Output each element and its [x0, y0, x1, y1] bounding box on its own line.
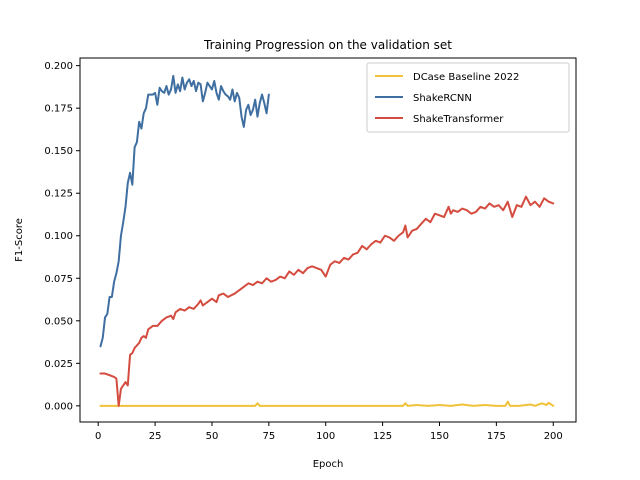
y-axis-label: F1-Score [14, 218, 25, 262]
y-tick-label: 0.150 [44, 146, 73, 157]
y-axis: 0.000 0.025 0.050 0.075 0.100 0.125 0.150 0.175… [44, 61, 80, 412]
x-tick-label: 200 [544, 431, 563, 442]
x-axis: 0 25 50 75 100 125 150 175 200 [95, 422, 563, 442]
x-tick-label: 50 [206, 431, 219, 442]
y-tick-label: 0.075 [44, 274, 73, 285]
x-axis-label: Epoch [313, 459, 344, 470]
x-tick-label: 100 [316, 431, 335, 442]
series-line-2 [99, 195, 555, 407]
y-tick-label: 0.125 [44, 189, 73, 200]
legend-label-2: ShakeTransformer [413, 114, 504, 125]
x-tick-label: 150 [430, 431, 449, 442]
x-tick-label: 175 [487, 431, 506, 442]
y-tick-label: 0.000 [44, 401, 73, 412]
x-tick-label: 0 [95, 431, 101, 442]
series-line-1 [99, 74, 270, 348]
chart-title: Training Progression on the validation s… [203, 38, 452, 52]
series-layer [99, 74, 555, 407]
legend-label-1: ShakeRCNN [413, 93, 472, 104]
legend: DCase Baseline 2022 ShakeRCNN ShakeTransfo… [366, 62, 570, 133]
x-tick-label: 25 [149, 431, 162, 442]
plot-area-frame [79, 57, 577, 423]
x-tick-label: 125 [373, 431, 392, 442]
x-tick-label: 75 [262, 431, 275, 442]
legend-label-0: DCase Baseline 2022 [413, 72, 519, 83]
y-tick-label: 0.025 [44, 359, 73, 370]
y-tick-label: 0.175 [44, 104, 73, 115]
y-tick-label: 0.200 [44, 61, 73, 72]
y-tick-label: 0.100 [44, 231, 73, 242]
series-line-0 [99, 400, 555, 407]
y-tick-label: 0.050 [44, 316, 73, 327]
legend-box [366, 62, 570, 133]
